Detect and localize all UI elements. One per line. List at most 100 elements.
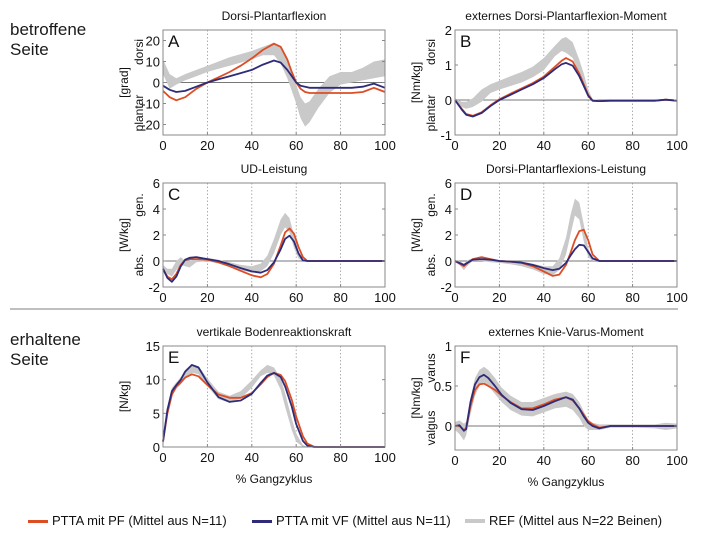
y-axis-label: [Nm/kg] [409,377,423,418]
x-tick-label: 20 [200,138,214,153]
y-axis-label-bottom: abs. [424,254,438,277]
y-axis-label: [grad] [117,67,131,98]
x-tick-label: 60 [289,138,303,153]
x-tick-label: 0 [159,138,166,153]
x-axis-label: % Gangzyklus [528,475,605,489]
y-axis-label-top: dorsi [132,39,146,65]
section-label-intact-line1: erhaltene [10,330,81,349]
y-tick-label: -1 [440,128,452,143]
y-tick-label: -20 [141,118,160,133]
panel-letter: B [460,32,471,51]
x-tick-label: 100 [374,138,396,153]
y-axis-label-bottom: abs. [132,254,146,277]
x-tick-label: 20 [492,290,506,305]
panel-e: vertikale Bodenreaktionskraft 0 20 40 60 80 10… [117,325,396,486]
y-tick-label: -2 [440,280,452,295]
x-tick-label: 60 [289,290,303,305]
panel-letter: F [460,348,470,367]
panel-f: externes Knie-Varus-Moment 0 20 40 60 80 100 0 0… [409,325,688,489]
panel-letter: C [168,185,180,204]
legend-item-ref: REF (Mittel aus N=22 Beinen) [465,512,662,530]
panel-title: UD-Leistung [241,162,308,176]
ref-band [455,366,677,441]
x-tick-label: 80 [625,453,639,468]
y-tick-label: 1 [445,58,452,73]
x-tick-label: 0 [451,453,458,468]
y-tick-label: 2 [445,23,452,38]
y-tick-label: 20 [146,34,160,49]
x-tick-label: 100 [666,453,688,468]
legend-swatch-ptta-vf [252,519,272,523]
x-tick-label: 80 [333,138,347,153]
ref-band [163,364,385,447]
panel-title: Dorsi-Plantarflexion [222,9,327,23]
y-axis-label-top: varus [424,353,438,382]
y-axis-label: [W/kg] [117,218,131,252]
ref-band [163,212,385,277]
legend-item-ptta-pf: PTTA mit PF (Mittel aus N=11) [28,512,227,530]
panel-title: vertikale Bodenreaktionskraft [197,325,352,339]
x-tick-label: 0 [159,290,166,305]
ref-band [163,42,385,127]
series-line-ptta-vf [162,364,385,448]
x-tick-label: 100 [374,450,396,465]
y-tick-label: 4 [153,202,160,217]
section-label-affected-line2: Seite [10,40,49,59]
series-line-ptta-vf [454,243,677,271]
ref-band [455,37,677,109]
x-tick-label: 40 [537,138,551,153]
x-tick-label: 0 [451,138,458,153]
x-tick-label: 40 [245,290,259,305]
y-tick-label: 2 [445,228,452,243]
y-tick-label: 10 [146,373,160,388]
y-tick-label: 6 [445,176,452,191]
x-tick-label: 60 [581,138,595,153]
y-axis-label-top: dorsi [424,39,438,65]
axes-box [454,182,678,288]
y-tick-label: 0 [445,254,452,269]
y-tick-label: -10 [141,97,160,112]
y-axis-label-bottom: plantar [132,95,146,132]
section-label-intact-line2: Seite [10,350,49,369]
series-line-ptta-vf [162,59,386,93]
y-tick-label: 15 [146,339,160,354]
y-tick-label: 4 [445,202,452,217]
axes-box [454,29,678,136]
y-tick-label: 1 [445,339,452,354]
y-axis-label: [Nm/kg] [409,62,423,103]
axes-box [162,182,386,288]
y-tick-label: 0 [153,254,160,269]
series-line-ptta-pf [162,227,385,281]
series-line-ptta-vf [162,234,385,283]
axes-box [454,345,678,451]
y-tick-label: -2 [148,280,160,295]
x-tick-label: 40 [245,138,259,153]
legend-label-ref: REF (Mittel aus N=22 Beinen) [489,513,663,528]
y-axis-label: [N/kg] [117,381,131,412]
panel-letter: E [168,348,179,367]
x-tick-label: 0 [159,450,166,465]
panel-b: externes Dorsi-Plantarflexion-Moment 0 2 0 4… [409,9,688,153]
x-tick-label: 0 [451,290,458,305]
x-tick-label: 20 [200,290,214,305]
legend: PTTA mit PF (Mittel aus N=11) PTTA mit V… [0,512,711,532]
panel-title: externes Dorsi-Plantarflexion-Moment [465,9,667,23]
series-line-ptta-pf [162,42,386,102]
x-tick-label: 100 [666,290,688,305]
y-tick-label: 0 [153,440,160,455]
legend-item-ptta-vf: PTTA mit VF (Mittel aus N=11) [252,512,451,530]
y-tick-label: 0 [445,93,452,108]
x-tick-label: 80 [625,290,639,305]
x-tick-label: 100 [666,138,688,153]
x-tick-label: 40 [245,450,259,465]
y-axis-label-bottom: plantar [424,95,438,132]
panel-letter: D [460,185,472,204]
x-tick-label: 60 [289,450,303,465]
x-tick-label: 40 [537,290,551,305]
y-tick-label: 5 [153,406,160,421]
panel-a: Dorsi-Plantarflexion 0 20 40 60 80 100 -20 -10 0 1… [117,9,396,153]
legend-swatch-ptta-pf [28,519,48,523]
y-tick-label: 0 [445,419,452,434]
